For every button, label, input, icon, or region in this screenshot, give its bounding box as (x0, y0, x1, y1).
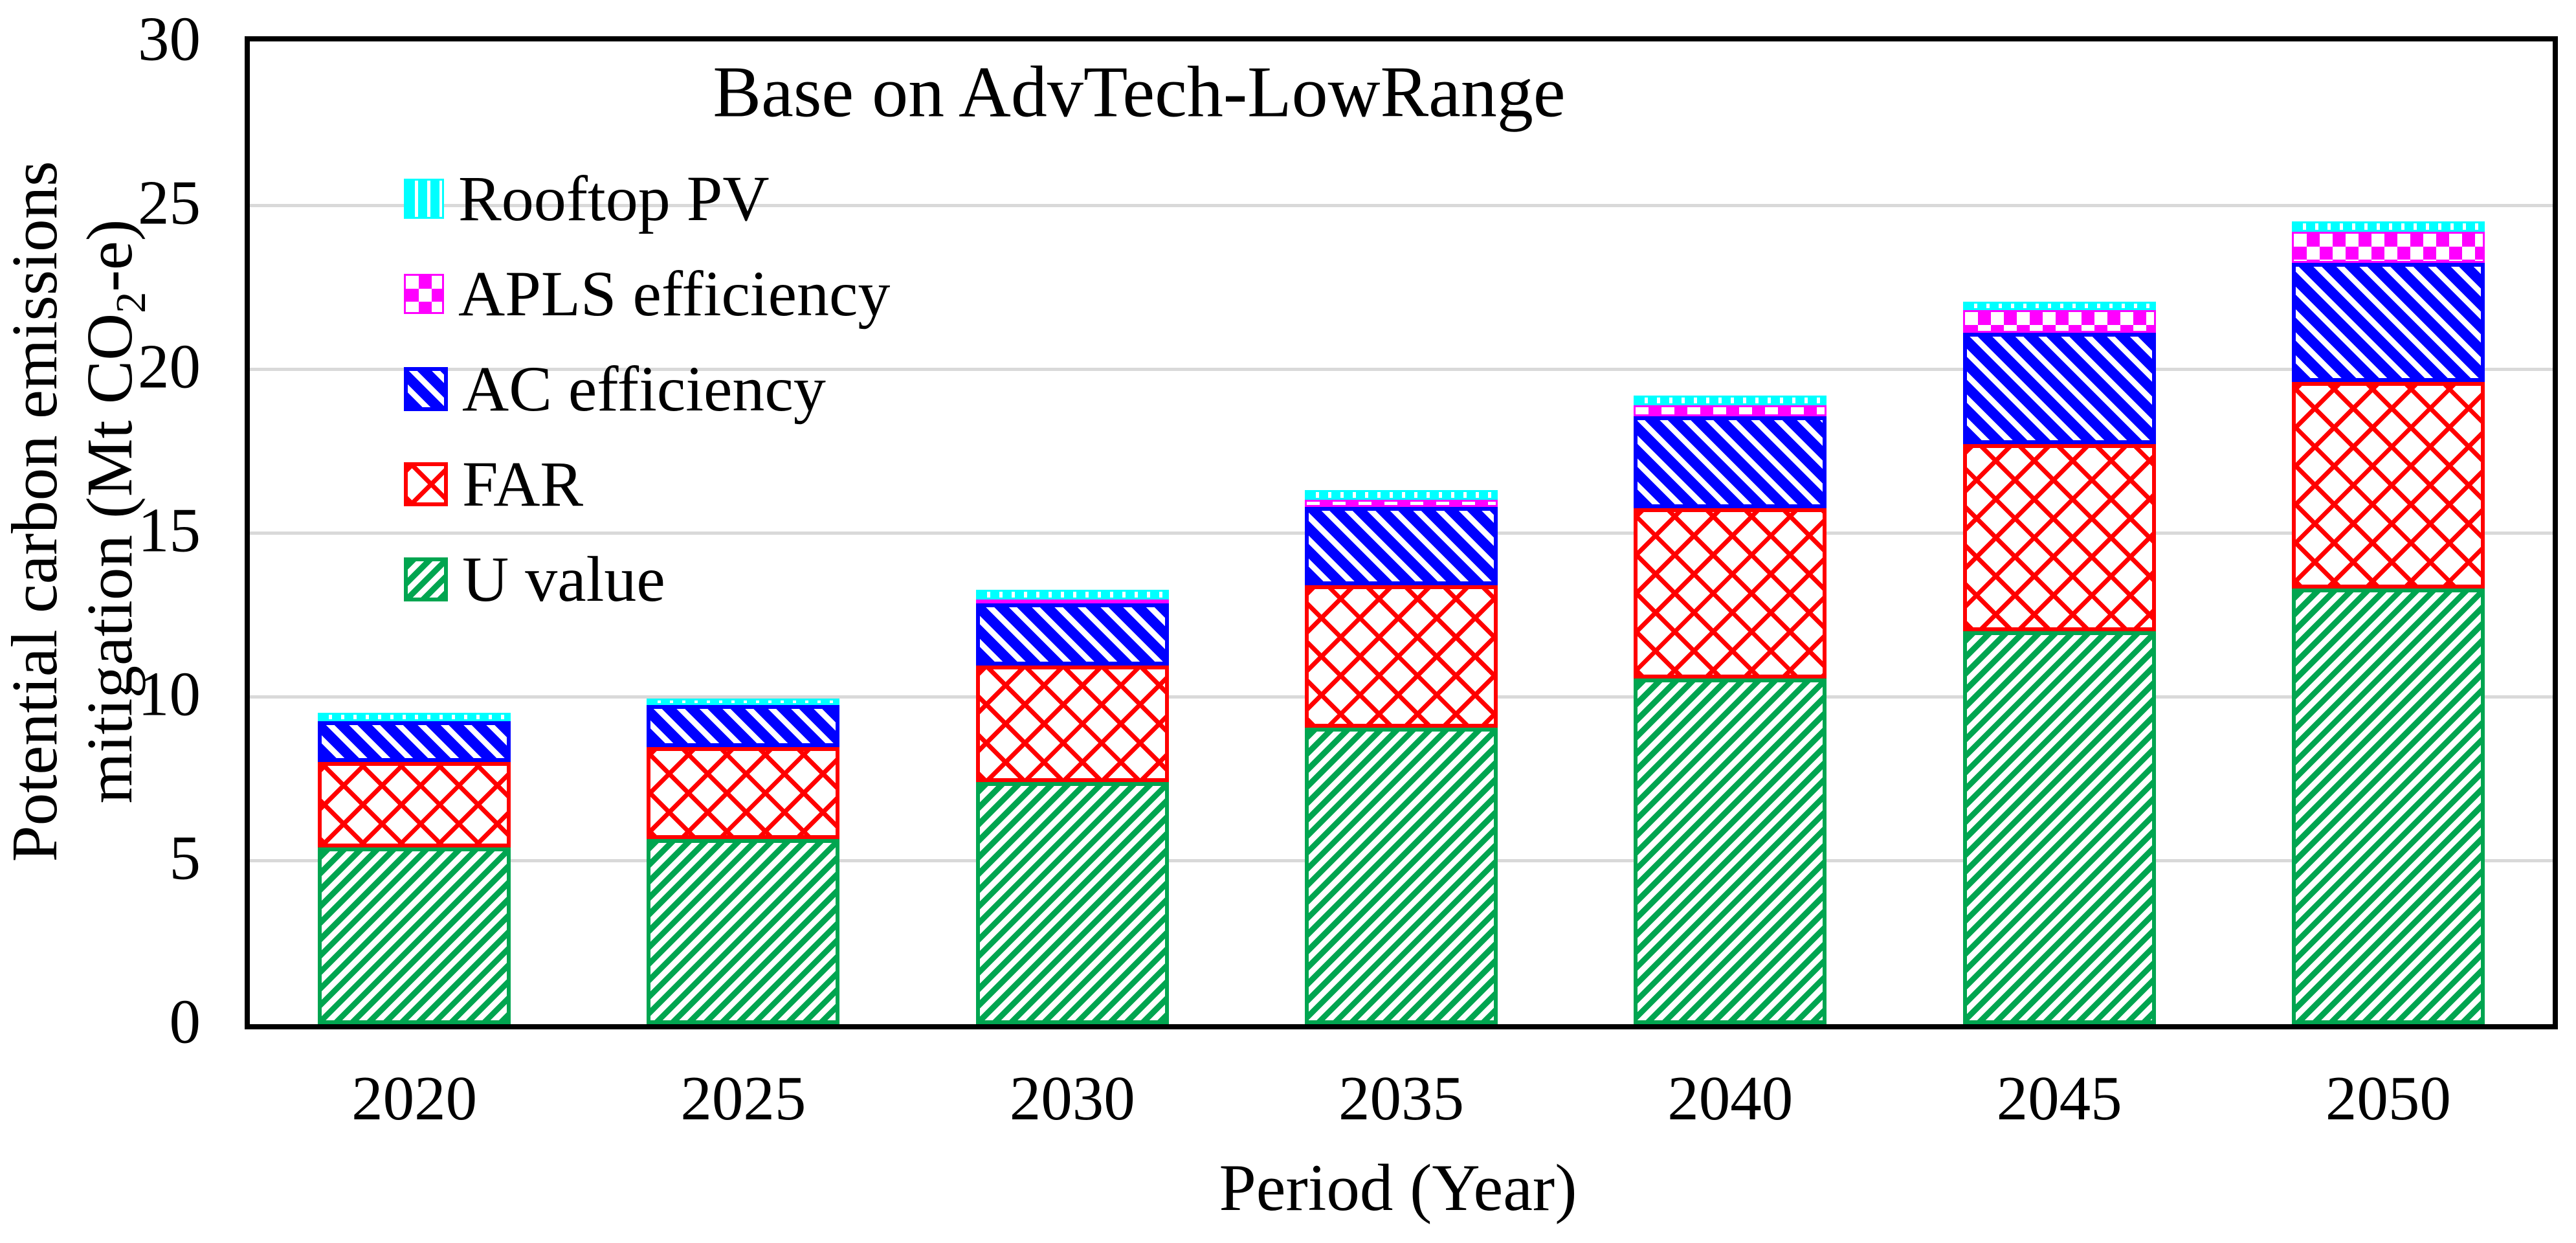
y-tick-label-5: 5 (169, 823, 201, 893)
legend-item-pv: Rooftop PV (404, 166, 770, 231)
chart-title: Base on AdvTech-LowRange (713, 52, 1566, 133)
bar-2035 (1305, 490, 1498, 1024)
bar-segment-2040-uvalue (1634, 678, 1827, 1024)
legend-label-far: FAR (462, 448, 584, 520)
bar-segment-2030-apls (975, 599, 1169, 603)
bar-segment-2035-ac (1305, 506, 1498, 585)
bar-segment-2050-far (2291, 382, 2485, 589)
bar-segment-2020-uvalue (318, 847, 511, 1024)
bar-2030 (975, 589, 1169, 1024)
bar-2050 (2291, 221, 2485, 1024)
y-tick-label-10: 10 (138, 659, 201, 729)
x-tick-label-2025: 2025 (680, 1064, 806, 1133)
bar-segment-2030-ac (975, 603, 1169, 666)
bar-segment-2035-apls (1305, 500, 1498, 507)
x-tick-label-2030: 2030 (1009, 1064, 1135, 1133)
bar-segment-2025-uvalue (647, 839, 840, 1024)
gridline-25 (250, 204, 2553, 207)
bar-segment-2030-far (975, 665, 1169, 782)
legend-label-ac: AC efficiency (462, 353, 826, 425)
y-tick-label-0: 0 (169, 987, 201, 1057)
legend-item-far: FAR (404, 452, 583, 517)
bar-segment-2025-pv (647, 698, 840, 705)
bar-segment-2035-uvalue (1305, 728, 1498, 1024)
bar-segment-2045-apls (1962, 309, 2156, 333)
bar-segment-2025-far (647, 747, 840, 840)
legend-swatch-apls-icon (404, 274, 444, 314)
bar-segment-2040-apls (1634, 405, 1827, 417)
x-tick-label-2045: 2045 (1996, 1064, 2122, 1133)
bar-2045 (1962, 302, 2156, 1024)
legend-item-apls: APLS efficiency (404, 262, 890, 326)
legend-swatch-uvalue-icon (404, 557, 448, 601)
bar-2040 (1634, 395, 1827, 1024)
bar-segment-2045-uvalue (1962, 631, 2156, 1024)
x-tick-label-2035: 2035 (1338, 1064, 1464, 1133)
bar-segment-2045-ac (1962, 333, 2156, 445)
y-tick-label-20: 20 (138, 331, 201, 401)
bar-segment-2040-pv (1634, 395, 1827, 405)
bar-2025 (647, 698, 840, 1024)
bar-segment-2020-ac (318, 721, 511, 763)
y-tick-label-25: 25 (138, 168, 201, 238)
x-tick-label-2050: 2050 (2325, 1064, 2451, 1133)
bar-segment-2040-ac (1634, 416, 1827, 509)
legend-swatch-pv-icon (404, 179, 444, 219)
y-tick-label-30: 30 (138, 4, 201, 74)
bar-segment-2035-far (1305, 585, 1498, 728)
bar-segment-2045-pv (1962, 302, 2156, 310)
legend-label-pv: Rooftop PV (458, 162, 770, 234)
x-tick-label-2040: 2040 (1667, 1064, 1793, 1133)
legend-item-uvalue: U value (404, 547, 665, 612)
bar-segment-2035-pv (1305, 490, 1498, 500)
x-tick-label-2020: 2020 (351, 1064, 478, 1133)
bar-segment-2020-pv (318, 713, 511, 721)
bar-segment-2030-uvalue (975, 781, 1169, 1024)
bar-segment-2050-pv (2291, 221, 2485, 232)
bar-segment-2020-far (318, 762, 511, 847)
bar-segment-2050-uvalue (2291, 588, 2485, 1024)
legend-swatch-ac-icon (404, 367, 448, 411)
plot-area (250, 41, 2553, 1024)
bar-2020 (318, 713, 511, 1024)
bar-segment-2025-ac (647, 704, 840, 748)
legend-label-apls: APLS efficiency (458, 258, 891, 330)
bar-segment-2045-far (1962, 444, 2156, 631)
bar-segment-2050-apls (2291, 231, 2485, 263)
bar-segment-2030-pv (975, 589, 1169, 599)
gridline-20 (250, 368, 2553, 371)
legend-label-uvalue: U value (462, 543, 665, 615)
x-axis-title: Period (Year) (1219, 1151, 1577, 1225)
legend-swatch-far-icon (404, 462, 448, 506)
legend-item-ac: AC efficiency (404, 357, 826, 421)
bar-segment-2040-far (1634, 508, 1827, 679)
bar-segment-2050-ac (2291, 262, 2485, 383)
y-axis-title-subscript: 2 (107, 291, 155, 313)
y-tick-label-15: 15 (138, 495, 201, 565)
